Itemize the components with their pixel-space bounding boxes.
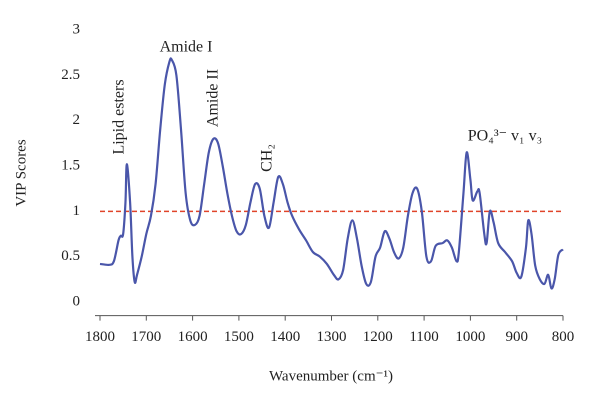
line	[99, 57, 564, 290]
x-tick-label: 1700	[131, 329, 161, 345]
y-tick-label: 0	[73, 293, 81, 309]
x-tick-label: 1000	[455, 329, 485, 345]
x-tick-label: 800	[552, 329, 575, 345]
y-tick-label: 0.5	[61, 248, 80, 264]
annotation: Amide I	[160, 39, 213, 56]
x-tick-label: 1400	[270, 329, 300, 345]
y-axis-label: VIP Scores	[13, 139, 29, 207]
y-tick-label: 1	[73, 203, 81, 219]
x-axis-label: Wavenumber (cm⁻¹)	[269, 368, 393, 384]
annotation: CH₂	[259, 144, 276, 172]
x-tick-label: 1600	[178, 329, 208, 345]
x-tick-label: 1800	[85, 329, 115, 345]
annotation: Amide II	[205, 69, 222, 127]
x-tick-label: 1200	[363, 329, 393, 345]
x-tick-label: 900	[505, 329, 528, 345]
x-tick-label: 1100	[409, 329, 438, 345]
y-tick-label: 1.5	[61, 157, 80, 173]
y-tick-label: 2.5	[61, 67, 80, 83]
y-tick-label: 2	[73, 112, 81, 128]
annotation: PO₄³⁻ v₁ v₃	[468, 128, 542, 145]
annotation: Lipid esters	[111, 79, 128, 154]
x-tick-label: 1500	[224, 329, 254, 345]
x-tick-label: 1300	[317, 329, 347, 345]
y-tick-label: 3	[73, 21, 81, 37]
